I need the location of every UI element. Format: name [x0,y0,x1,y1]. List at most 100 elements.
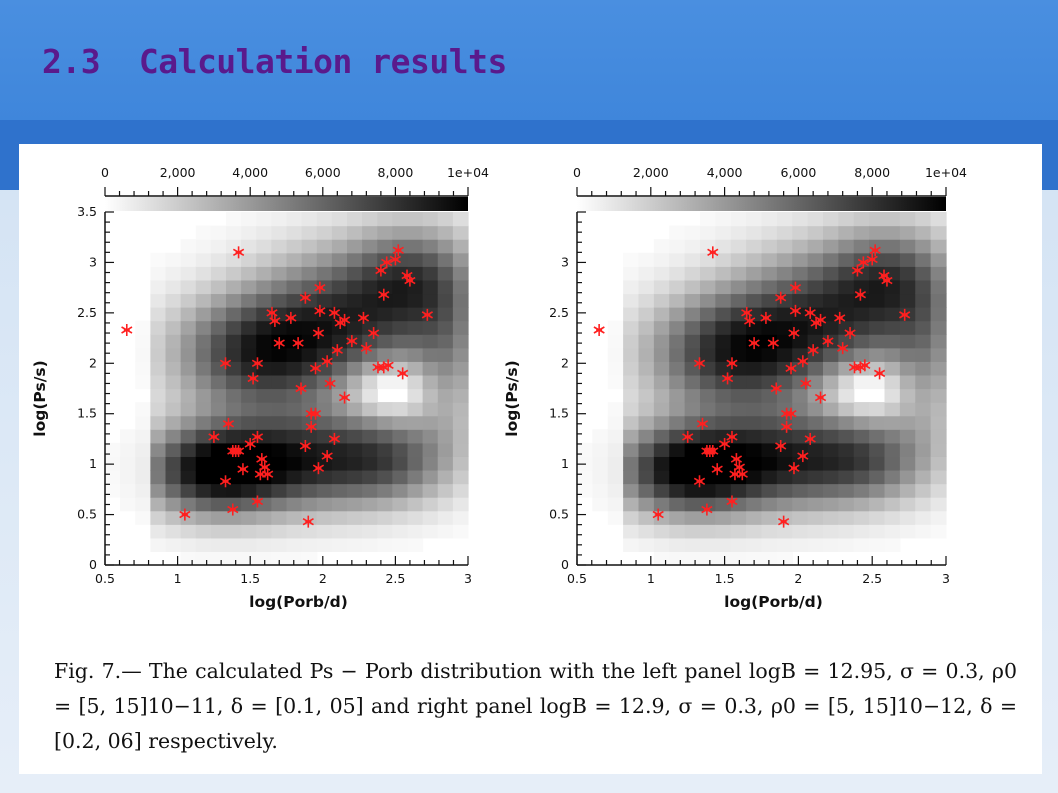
heatmap-cell [407,388,424,403]
heatmap-cell [210,442,227,457]
data-point [814,313,827,326]
y-tick-label: 0.5 [77,507,97,522]
colorbar-tick-label: 0 [573,165,581,180]
heatmap-cell [271,293,288,308]
heatmap-cell [210,551,227,566]
heatmap-cell [241,551,257,566]
data-point [299,291,311,304]
heatmap-cell [437,429,454,444]
heatmap-cell [653,483,670,498]
heatmap-cell [638,252,655,267]
heatmap-cell [684,320,701,335]
heatmap-cell [377,510,393,525]
heatmap-cell [700,402,716,417]
data-point [309,362,322,375]
heatmap-cell [422,429,439,444]
heatmap-cell [150,320,167,335]
heatmap-cell [362,266,378,281]
heatmap-cell [700,307,716,322]
heatmap-cell [407,279,424,295]
heatmap-cell [195,279,212,295]
chart-panel-right: 0 2,000 4,000 6,000 8,000 1e+040.5 1 1.5 2 2.5 300… [503,165,967,611]
heatmap-cell [838,293,855,308]
x-tick-label: 1 [174,571,182,586]
data-point [404,274,416,287]
heatmap-cell [653,307,670,322]
heatmap-cell [347,483,363,498]
heatmap-cell [638,320,655,335]
heatmap-cell [761,429,778,444]
heatmap-cell [301,225,318,240]
heatmap-cell [165,374,182,390]
heatmap-cell [210,415,227,430]
heatmap-cell [392,442,409,457]
heatmap-cell [653,415,670,430]
heatmap-cell [210,239,227,254]
heatmap-cell [392,429,409,444]
heatmap-cell [301,483,318,498]
heatmap-cell [347,429,363,444]
data-point [338,313,351,326]
heatmap-cell [684,524,701,539]
heatmap-cell [105,456,121,471]
heatmap-cell [105,442,121,457]
data-point [807,344,819,357]
heatmap-cell [853,212,870,227]
heatmap-cell [241,225,257,240]
heatmap-cell [684,402,701,417]
heatmap-cell [623,347,640,362]
heatmap-cell [884,415,901,430]
heatmap-cell [776,483,793,498]
heatmap-cell [362,239,378,254]
heatmap-cell [226,225,242,240]
heatmap-cell [226,483,242,498]
heatmap-cell [930,225,947,240]
heatmap-cell [915,239,932,254]
heatmap-cell [884,469,901,485]
heatmap-cell [838,537,855,553]
data-point [726,430,738,443]
data-point [726,357,738,370]
heatmap-cell [452,252,469,267]
heatmap-cell [761,497,778,512]
heatmap-cell [347,266,363,281]
heatmap-cell [422,266,439,281]
heatmap-cell [362,225,378,240]
heatmap-cell [392,307,409,322]
heatmap-cell [684,293,701,308]
heatmap-cell [180,334,197,349]
heatmap-cell [165,388,182,403]
heatmap-cell [746,374,763,390]
heatmap-cell [684,388,701,403]
heatmap-cell [869,415,886,430]
heatmap-cell [930,402,947,417]
heatmap-cell [407,442,424,457]
heatmap-cell [407,307,424,322]
data-point [748,337,760,350]
heatmap-cell [715,239,732,254]
heatmap-cell [669,442,686,457]
heatmap-cell [776,279,793,295]
heatmap-cell [746,252,763,267]
heatmap-cell [165,524,182,539]
heatmap-cell [316,537,333,553]
heatmap-cell [776,307,793,322]
heatmap-cell [669,293,686,308]
heatmap-cell [180,483,197,498]
heatmap-cell [884,212,901,227]
heatmap-cell [899,334,916,349]
heatmap-cell [407,374,424,390]
heatmap-cell [256,551,272,566]
data-point [256,453,268,466]
heatmap-cell [437,524,454,539]
heatmap-cell [377,415,393,430]
heatmap-cell [331,456,348,471]
heatmap-cell [452,402,469,417]
heatmap-cell [271,483,288,498]
heatmap-cell [823,307,839,322]
heatmap-cell [195,307,212,322]
heatmap-cell [437,252,454,267]
heatmap [577,212,947,566]
heatmap-cell [347,456,363,471]
heatmap-cell [286,374,303,390]
